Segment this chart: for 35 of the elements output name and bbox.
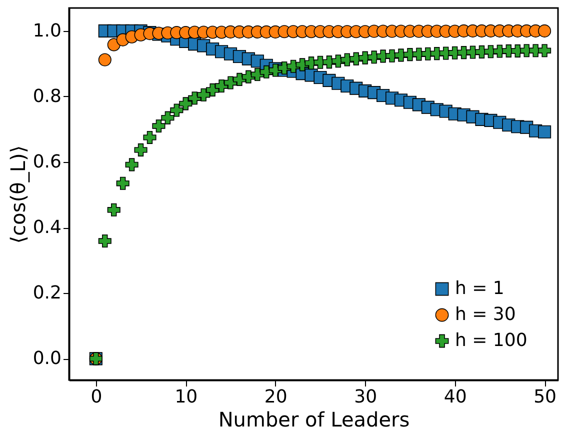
point xyxy=(538,125,552,138)
x-tick-label: 20 xyxy=(264,386,288,408)
point xyxy=(197,88,210,102)
x-tick-label: 50 xyxy=(534,386,556,408)
legend-label: h = 30 xyxy=(455,304,516,325)
point xyxy=(161,111,174,124)
point xyxy=(224,76,238,90)
point xyxy=(206,83,220,96)
point xyxy=(116,176,130,190)
point xyxy=(179,97,192,110)
y-tick-label: 0.6 xyxy=(32,152,62,173)
y-tick-label: 0.8 xyxy=(32,86,62,107)
y-tick-label: 0.2 xyxy=(32,282,62,304)
point xyxy=(143,130,156,144)
x-tick-label: 40 xyxy=(444,386,467,408)
point xyxy=(170,104,184,117)
point xyxy=(98,234,112,248)
point xyxy=(538,24,552,38)
point xyxy=(538,44,552,58)
legend-label: h = 1 xyxy=(455,278,504,299)
legend-label: h = 100 xyxy=(455,330,528,351)
x-tick-label: 10 xyxy=(174,386,198,408)
x-tick-label: 0 xyxy=(90,386,102,408)
x-tick-label: 30 xyxy=(354,386,378,408)
point xyxy=(98,53,112,66)
y-axis-title: ⟨cos(θ_L)⟩ xyxy=(6,145,30,244)
y-tick-label: 1.0 xyxy=(32,20,62,42)
point xyxy=(134,143,148,156)
x-axis-title: Number of Leaders xyxy=(218,408,410,432)
y-tick-label: 0.4 xyxy=(32,217,62,238)
point xyxy=(152,119,166,133)
point xyxy=(215,79,228,93)
point xyxy=(125,158,138,172)
point xyxy=(107,203,120,216)
y-tick-label: 0.0 xyxy=(32,348,62,370)
